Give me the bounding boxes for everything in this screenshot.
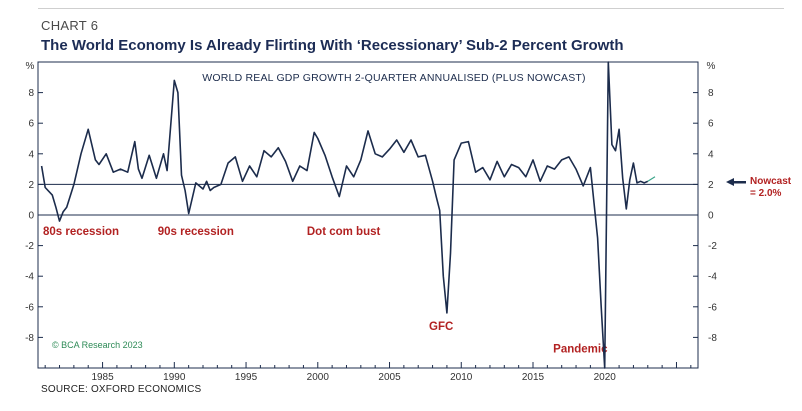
nowcast-label-line: = 2.0% bbox=[750, 188, 782, 199]
y-tick-label-left: 2 bbox=[28, 180, 34, 191]
chart-title: The World Economy Is Already Flirting Wi… bbox=[41, 37, 624, 54]
nowcast-label: Nowcast = 2.0% bbox=[750, 176, 792, 199]
nowcast-arrow-head bbox=[726, 178, 734, 186]
y-tick-label-left: -2 bbox=[25, 241, 34, 252]
y-tick-label-left: 0 bbox=[28, 211, 34, 222]
nowcast-line bbox=[647, 176, 656, 182]
nowcast-label-line: Nowcast bbox=[750, 176, 792, 187]
left-unit-label: % bbox=[26, 61, 35, 72]
nowcast-arrow-shaft bbox=[733, 181, 746, 184]
x-tick-label: 2015 bbox=[522, 372, 545, 383]
annotation-label: GFC bbox=[429, 321, 453, 333]
copyright-note: © BCA Research 2023 bbox=[52, 340, 143, 350]
annotation-label: 90s recession bbox=[158, 226, 234, 238]
y-tick-label-left: -8 bbox=[25, 333, 34, 344]
y-tick-label-left: 4 bbox=[28, 149, 34, 160]
annotation-label: Dot com bust bbox=[307, 226, 381, 238]
y-tick-label-left: -4 bbox=[25, 272, 34, 283]
x-tick-label: 2020 bbox=[594, 372, 617, 383]
y-tick-label-right: -8 bbox=[708, 333, 717, 344]
chart-number: CHART 6 bbox=[41, 18, 99, 33]
x-tick-label: 1995 bbox=[235, 372, 258, 383]
y-tick-label-right: 0 bbox=[708, 211, 714, 222]
y-tick-label-right: 8 bbox=[708, 88, 714, 99]
x-tick-label: 2000 bbox=[307, 372, 330, 383]
x-tick-label: 2010 bbox=[450, 372, 473, 383]
nowcast-callout: Nowcast = 2.0% bbox=[726, 176, 792, 199]
gdp-growth-line bbox=[40, 61, 649, 369]
annotation-label: Pandemic bbox=[553, 344, 608, 356]
x-tick-label: 2005 bbox=[378, 372, 401, 383]
x-tick-label: 1985 bbox=[91, 372, 114, 383]
chart-subtitle: WORLD REAL GDP GROWTH 2-QUARTER ANNUALIS… bbox=[202, 72, 585, 84]
y-tick-label-right: 6 bbox=[708, 119, 714, 130]
y-tick-label-right: -4 bbox=[708, 272, 717, 283]
x-tick-label: 1990 bbox=[163, 372, 186, 383]
annotation-label: 80s recession bbox=[43, 226, 119, 238]
y-tick-label-left: 6 bbox=[28, 119, 34, 130]
source-note: SOURCE: OXFORD ECONOMICS bbox=[41, 384, 202, 395]
top-divider bbox=[38, 8, 784, 9]
y-tick-label-right: 4 bbox=[708, 149, 714, 160]
y-tick-label-right: -2 bbox=[708, 241, 717, 252]
y-tick-label-left: 8 bbox=[28, 88, 34, 99]
y-tick-label-right: 2 bbox=[708, 180, 714, 191]
y-tick-label-right: -6 bbox=[708, 302, 717, 313]
y-tick-label-left: -6 bbox=[25, 302, 34, 313]
right-unit-label: % bbox=[707, 61, 716, 72]
